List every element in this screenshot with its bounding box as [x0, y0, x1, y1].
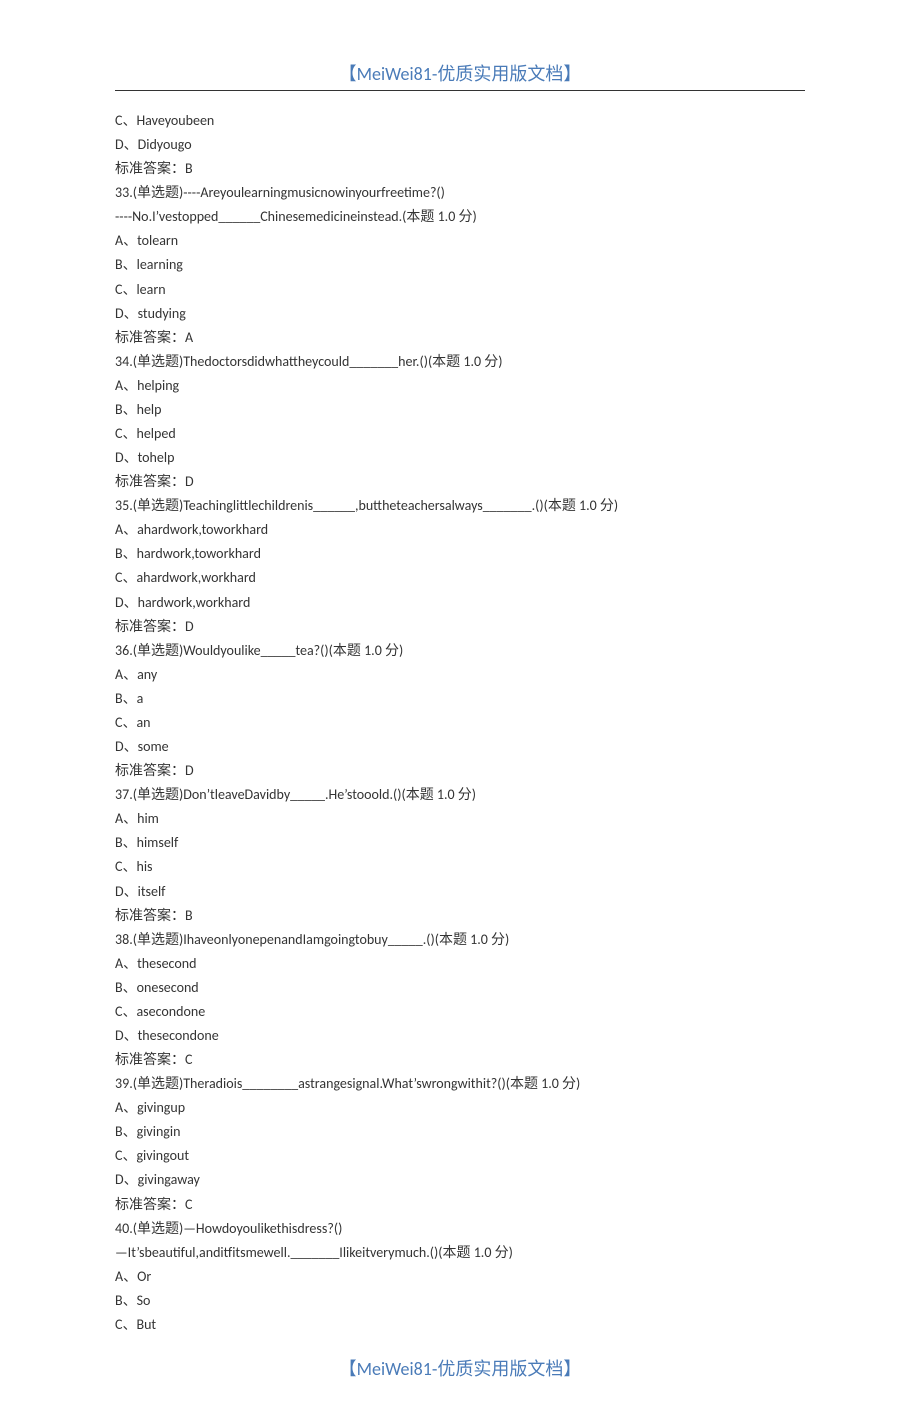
text-line: —It’sbeautiful,anditfitsmewell._______Il…	[115, 1241, 805, 1265]
text-line: 标准答案：A	[115, 326, 805, 350]
text-line: A、ahardwork,toworkhard	[115, 518, 805, 542]
text-line: D、givingaway	[115, 1168, 805, 1192]
text-line: A、givingup	[115, 1096, 805, 1120]
text-line: A、any	[115, 663, 805, 687]
text-line: C、asecondone	[115, 1000, 805, 1024]
text-line: 标准答案：D	[115, 470, 805, 494]
text-line: C、But	[115, 1313, 805, 1337]
document-body: C、HaveyoubeenD、Didyougo标准答案：B33.(单选题)---…	[115, 109, 805, 1337]
header-divider	[115, 90, 805, 91]
text-line: B、onesecond	[115, 976, 805, 1000]
text-line: B、givingin	[115, 1120, 805, 1144]
page-footer: 【MeiWei81-优质实用版文档】	[115, 1355, 805, 1381]
text-line: D、hardwork,workhard	[115, 591, 805, 615]
text-line: B、help	[115, 398, 805, 422]
text-line: C、helped	[115, 422, 805, 446]
text-line: ----No.I’vestopped______Chinesemedicinei…	[115, 205, 805, 229]
text-line: A、him	[115, 807, 805, 831]
text-line: 40.(单选题)—Howdoyoulikethisdress?()	[115, 1217, 805, 1241]
text-line: B、a	[115, 687, 805, 711]
text-line: 标准答案：B	[115, 904, 805, 928]
text-line: D、thesecondone	[115, 1024, 805, 1048]
text-line: 标准答案：B	[115, 157, 805, 181]
text-line: 37.(单选题)Don’tleaveDavidby_____.He’stoool…	[115, 783, 805, 807]
text-line: D、studying	[115, 302, 805, 326]
document-page: 【MeiWei81-优质实用版文档】 C、HaveyoubeenD、Didyou…	[0, 0, 920, 1421]
text-line: A、Or	[115, 1265, 805, 1289]
text-line: 34.(单选题)Thedoctorsdidwhattheycould______…	[115, 350, 805, 374]
text-line: 36.(单选题)Wouldyoulike_____tea?()(本题 1.0 分…	[115, 639, 805, 663]
text-line: A、thesecond	[115, 952, 805, 976]
text-line: 标准答案：D	[115, 615, 805, 639]
text-line: D、some	[115, 735, 805, 759]
text-line: C、learn	[115, 278, 805, 302]
text-line: 标准答案：C	[115, 1193, 805, 1217]
text-line: C、his	[115, 855, 805, 879]
text-line: C、ahardwork,workhard	[115, 566, 805, 590]
text-line: A、helping	[115, 374, 805, 398]
page-header: 【MeiWei81-优质实用版文档】	[115, 60, 805, 86]
text-line: 33.(单选题)----Areyoulearningmusicnowinyour…	[115, 181, 805, 205]
text-line: 标准答案：D	[115, 759, 805, 783]
text-line: 38.(单选题)IhaveonlyonepenandIamgoingtobuy_…	[115, 928, 805, 952]
text-line: C、Haveyoubeen	[115, 109, 805, 133]
text-line: 标准答案：C	[115, 1048, 805, 1072]
text-line: C、givingout	[115, 1144, 805, 1168]
text-line: 39.(单选题)Theradiois________astrangesignal…	[115, 1072, 805, 1096]
text-line: 35.(单选题)Teachinglittlechildrenis______,b…	[115, 494, 805, 518]
text-line: D、Didyougo	[115, 133, 805, 157]
text-line: B、hardwork,toworkhard	[115, 542, 805, 566]
text-line: B、So	[115, 1289, 805, 1313]
text-line: A、tolearn	[115, 229, 805, 253]
text-line: C、an	[115, 711, 805, 735]
text-line: B、learning	[115, 253, 805, 277]
text-line: D、itself	[115, 880, 805, 904]
text-line: D、tohelp	[115, 446, 805, 470]
text-line: B、himself	[115, 831, 805, 855]
